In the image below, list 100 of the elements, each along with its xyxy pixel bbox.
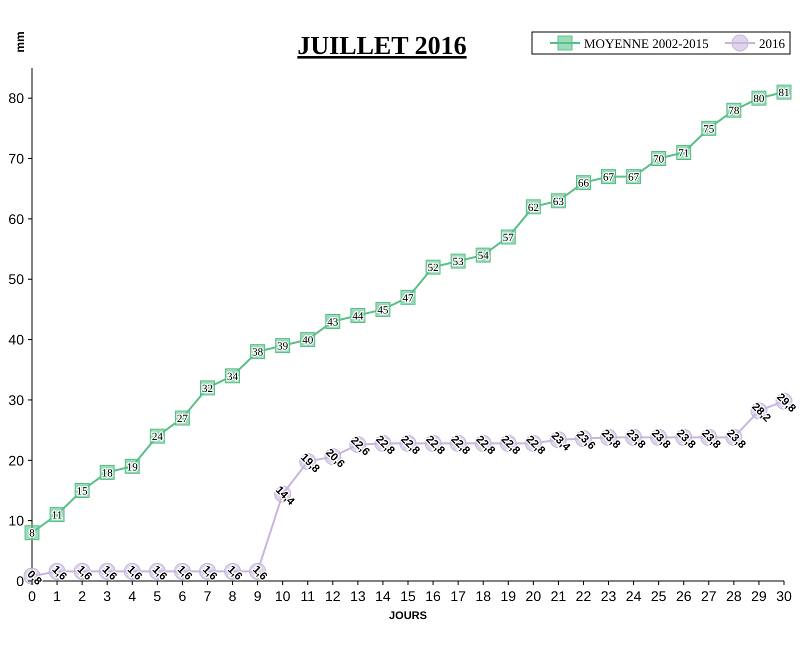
data-label: 22,8: [498, 433, 522, 458]
data-label: 14,4: [272, 484, 298, 508]
data-label: 40: [302, 334, 314, 347]
y-tick-label: 0: [16, 573, 24, 589]
data-label: 43: [327, 316, 339, 328]
y-tick-label: 50: [8, 271, 24, 288]
data-label: 22,6: [348, 434, 372, 458]
x-tick-label: 21: [550, 588, 566, 604]
data-label: 78: [728, 105, 740, 118]
data-label: 22,8: [398, 433, 422, 458]
data-label: 32: [202, 382, 213, 395]
data-label: 1,6: [74, 564, 94, 583]
data-label: 34: [227, 370, 239, 383]
x-tick-label: 27: [701, 588, 717, 604]
x-tick-label: 18: [475, 588, 492, 604]
data-label: 15: [76, 485, 88, 498]
x-tick-label: 4: [128, 588, 136, 604]
data-label: 19: [126, 461, 138, 474]
data-label: 75: [703, 123, 715, 136]
data-label: 1,6: [225, 564, 244, 583]
data-label: 1,6: [100, 564, 119, 583]
data-label: 22,8: [373, 433, 397, 458]
data-label: 54: [478, 250, 490, 262]
data-label: 70: [653, 154, 665, 166]
x-tick-label: 24: [626, 588, 642, 604]
data-label: 23,8: [699, 427, 723, 452]
chart-title: JUILLET 2016: [297, 31, 467, 60]
data-label: 23,8: [724, 427, 748, 452]
data-label: 47: [402, 292, 414, 304]
data-label: 22,8: [474, 433, 498, 458]
data-label: 63: [552, 196, 564, 208]
data-label: 1,6: [200, 564, 220, 583]
x-tick-label: 2: [78, 588, 86, 604]
x-tick-label: 10: [274, 588, 291, 604]
data-label: 44: [352, 310, 364, 322]
data-label: 23,8: [624, 427, 648, 452]
x-tick-label: 6: [178, 588, 186, 604]
y-tick-label: 10: [8, 512, 24, 529]
y-tick-label: 30: [8, 392, 24, 408]
x-tick-label: 28: [726, 588, 742, 604]
data-label: 62: [528, 202, 539, 214]
data-label: 53: [452, 256, 464, 268]
y-tick-label: 20: [8, 452, 24, 468]
x-tick-label: 3: [103, 588, 112, 604]
x-tick-label: 23: [600, 588, 617, 604]
data-label: 80: [753, 93, 765, 106]
data-label: 18: [102, 467, 114, 480]
y-axis-title: mm: [13, 31, 27, 53]
y-tick-label: 80: [8, 90, 24, 106]
legend-label: MOYENNE 2002-2015: [584, 36, 709, 51]
data-label: 11: [52, 510, 62, 522]
x-tick-label: 9: [254, 588, 262, 604]
x-tick-label: 19: [500, 588, 516, 604]
data-label: 24: [152, 431, 164, 444]
data-label: 22,8: [448, 433, 472, 458]
data-label: 38: [252, 346, 264, 359]
data-label: 23,6: [574, 428, 598, 452]
data-label: 45: [377, 304, 389, 316]
x-tick-label: 22: [576, 588, 592, 604]
x-tick-label: 16: [425, 588, 442, 604]
x-tick-label: 17: [450, 588, 466, 604]
data-label: 23,8: [598, 427, 622, 452]
data-label: 1,6: [250, 564, 270, 583]
x-tick-label: 7: [204, 588, 212, 604]
legend-label: 2016: [759, 36, 786, 51]
data-label: 29,8: [774, 391, 798, 415]
y-tick-label: 40: [8, 332, 24, 348]
data-label: 52: [428, 262, 439, 274]
data-label: 71: [678, 147, 690, 160]
x-axis-title: JOURS: [389, 610, 427, 622]
data-label: 57: [502, 232, 514, 244]
y-tick-label: 60: [8, 210, 24, 227]
x-tick-label: 12: [325, 588, 341, 604]
x-tick-label: 13: [350, 588, 366, 604]
data-label: 67: [628, 172, 640, 184]
x-tick-label: 11: [300, 588, 316, 604]
x-tick-label: 1: [53, 588, 62, 604]
data-label: 66: [578, 178, 590, 190]
x-tick-label: 25: [650, 588, 667, 604]
x-tick-label: 0: [28, 588, 36, 604]
x-tick-label: 15: [400, 588, 416, 604]
x-tick-label: 14: [375, 588, 391, 604]
x-tick-label: 30: [776, 588, 792, 604]
data-label: 39: [277, 340, 289, 353]
data-label: 23,8: [648, 427, 673, 452]
x-tick-label: 20: [526, 588, 542, 604]
data-label: 27: [176, 413, 188, 426]
data-label: 67: [603, 172, 615, 184]
data-label: 1,6: [124, 564, 144, 583]
data-label: 23,4: [548, 430, 573, 454]
x-tick-label: 5: [153, 588, 162, 604]
data-label: 22,8: [423, 433, 448, 458]
y-tick-label: 70: [8, 150, 24, 167]
x-tick-label: 26: [676, 588, 692, 604]
data-label: 1,6: [50, 564, 69, 583]
data-label: 81: [778, 87, 790, 100]
data-label: 20,6: [323, 446, 347, 470]
x-tick-label: 29: [751, 588, 767, 604]
data-label: 19,8: [298, 452, 322, 476]
x-tick-label: 8: [228, 588, 237, 604]
